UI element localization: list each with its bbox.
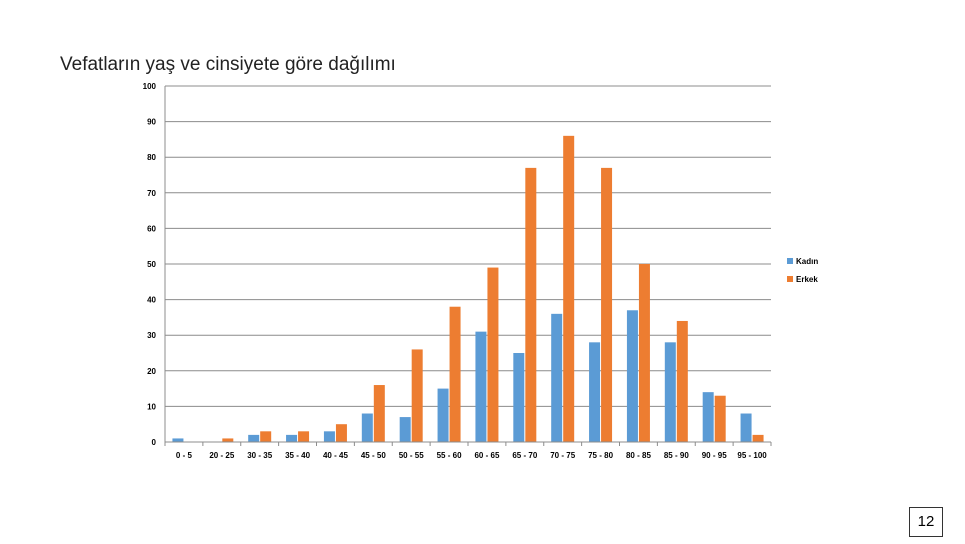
bar-kadn-14 (702, 392, 714, 442)
bar-kadn-3 (286, 434, 298, 442)
bar-erkek-1 (222, 438, 234, 442)
bar-kadn-6 (399, 417, 411, 442)
x-tick-label: 50 - 55 (399, 451, 424, 460)
bar-erkek-5 (373, 385, 385, 442)
legend-swatch (787, 258, 793, 264)
x-tick-label: 45 - 50 (361, 451, 386, 460)
y-axis: 0 10 20 30 40 50 60 70 80 90 100 (143, 82, 166, 447)
y-tick-label: 0 (152, 438, 157, 447)
bar-erkek-9 (525, 167, 537, 442)
bar-erkek-6 (411, 349, 423, 442)
y-tick-label: 20 (147, 367, 156, 376)
bar-kadn-12 (626, 310, 638, 442)
bars (172, 135, 764, 442)
legend-label: Kadın (796, 257, 818, 266)
x-tick-label: 80 - 85 (626, 451, 651, 460)
bar-erkek-3 (298, 431, 310, 442)
bar-kadn-2 (248, 434, 260, 442)
y-tick-label: 60 (147, 224, 156, 233)
y-tick-label: 40 (147, 296, 156, 305)
page-number: 12 (909, 507, 943, 537)
x-tick-label: 20 - 25 (209, 451, 234, 460)
x-tick-label: 0 - 5 (176, 451, 193, 460)
x-tick-label: 60 - 65 (474, 451, 499, 460)
bar-kadn-4 (323, 431, 335, 442)
chart-title: Vefatların yaş ve cinsiyete göre dağılım… (60, 54, 396, 75)
x-tick-label: 65 - 70 (512, 451, 537, 460)
bar-erkek-4 (335, 424, 347, 442)
y-tick-label: 70 (147, 189, 156, 198)
legend-label: Erkek (796, 275, 818, 284)
bar-erkek-2 (260, 431, 272, 442)
bar-kadn-10 (551, 313, 563, 442)
bar-erkek-12 (638, 264, 650, 442)
bar-kadn-0 (172, 438, 184, 442)
x-tick-label: 85 - 90 (664, 451, 689, 460)
bar-erkek-13 (676, 320, 688, 442)
x-tick-label: 30 - 35 (247, 451, 272, 460)
x-tick-label: 95 - 100 (737, 451, 767, 460)
bar-erkek-11 (601, 167, 613, 442)
bar-kadn-9 (513, 353, 525, 442)
legend-swatch (787, 276, 793, 282)
legend: Kadın Erkek (787, 257, 818, 284)
y-tick-label: 10 (147, 402, 156, 411)
bar-kadn-7 (437, 388, 449, 442)
x-axis: 0 - 5 20 - 25 30 - 35 35 - 40 40 - 45 45 - 50… (164, 441, 772, 460)
y-tick-label: 80 (147, 153, 156, 162)
x-tick-label: 90 - 95 (702, 451, 727, 460)
y-tick-label: 50 (147, 260, 156, 269)
x-tick-label: 40 - 45 (323, 451, 348, 460)
x-tick-label: 75 - 80 (588, 451, 613, 460)
bar-erkek-14 (714, 395, 726, 442)
x-tick-label: 55 - 60 (437, 451, 462, 460)
bar-kadn-8 (475, 331, 487, 442)
x-tick-label: 35 - 40 (285, 451, 310, 460)
bar-erkek-10 (563, 135, 575, 442)
bar-erkek-15 (752, 434, 764, 442)
y-tick-label: 90 (147, 118, 156, 127)
bar-kadn-15 (740, 413, 752, 442)
x-tick-label: 70 - 75 (550, 451, 575, 460)
y-tick-label: 30 (147, 331, 156, 340)
bar-erkek-7 (449, 306, 461, 442)
y-tick-label: 100 (143, 82, 157, 91)
bar-erkek-8 (487, 267, 499, 442)
bar-kadn-13 (664, 342, 676, 442)
bar-kadn-11 (589, 342, 601, 442)
bar-kadn-5 (361, 413, 373, 442)
